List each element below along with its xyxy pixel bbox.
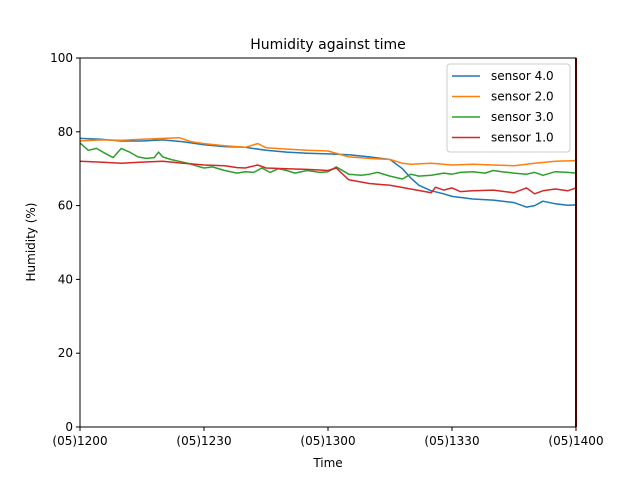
y-tick-label: 20	[58, 346, 73, 360]
legend-label: sensor 1.0	[491, 131, 554, 145]
x-tick-label: (05)1400	[548, 434, 603, 448]
x-axis-ticks: (05)1200 (05)1230 (05)1300 (05)1330 (05)1400	[52, 427, 604, 448]
y-axis-ticks: 0 20 40 60 80 100	[50, 51, 80, 434]
x-axis-label: Time	[312, 456, 342, 470]
y-tick-label: 60	[58, 199, 73, 213]
series-line-4	[79, 160, 577, 195]
series-line-2	[79, 136, 577, 167]
series-line-3	[79, 142, 577, 180]
y-tick-label: 0	[65, 420, 73, 434]
y-tick-label: 100	[50, 51, 73, 65]
legend: sensor 4.0 sensor 2.0 sensor 3.0 sensor 1.0	[446, 63, 571, 153]
series-lines	[79, 136, 577, 208]
chart-title: Humidity against time	[250, 37, 406, 53]
y-tick-label: 40	[58, 272, 73, 286]
legend-label: sensor 2.0	[491, 90, 554, 104]
x-tick-label: (05)1300	[300, 434, 355, 448]
x-tick-label: (05)1230	[176, 434, 231, 448]
legend-label: sensor 3.0	[491, 110, 554, 124]
y-tick-label: 80	[58, 125, 73, 139]
legend-label: sensor 4.0	[491, 69, 554, 83]
x-tick-label: (05)1330	[424, 434, 479, 448]
y-axis-label: Humidity (%)	[24, 203, 38, 282]
x-tick-label: (05)1200	[52, 434, 107, 448]
legend-box	[446, 63, 571, 153]
